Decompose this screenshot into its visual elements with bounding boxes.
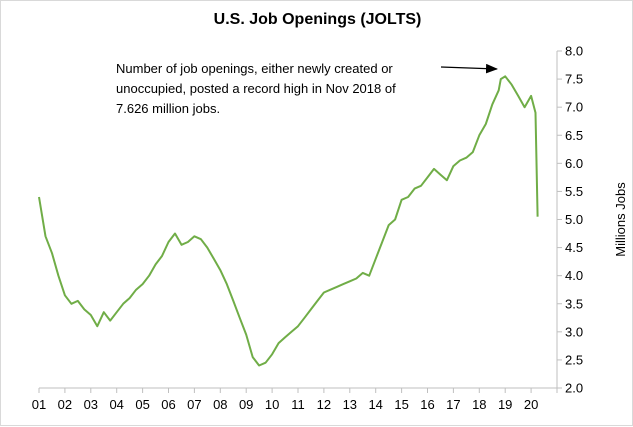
y-tick-label: 8.0	[565, 44, 583, 59]
x-tick-label: 06	[161, 397, 175, 412]
axes: 01 02 03 04 05 06 07 08 09 10 11 12 13 14 15 16 17 18 19 20…	[32, 44, 628, 413]
y-tick-label: 2.5	[565, 352, 583, 367]
annotation-text-line: Number of job openings, either newly cre…	[116, 61, 393, 76]
x-tick-label: 09	[239, 397, 253, 412]
y-tick-label: 5.0	[565, 212, 583, 227]
y-tick-label: 5.5	[565, 184, 583, 199]
x-tick-label: 14	[368, 397, 382, 412]
x-tick-label: 15	[394, 397, 408, 412]
annotation-text-line: 7.626 million jobs.	[116, 101, 220, 116]
y-tick-label: 2.0	[565, 381, 583, 396]
series-line	[39, 76, 538, 365]
y-tick-label: 3.5	[565, 296, 583, 311]
x-tick-label: 11	[291, 397, 305, 412]
x-tick-label: 12	[317, 397, 331, 412]
y-tick-label: 7.5	[565, 72, 583, 87]
x-tick-label: 17	[446, 397, 460, 412]
y-tick-label: 4.5	[565, 240, 583, 255]
x-tick-label: 20	[524, 397, 538, 412]
x-tick-label: 03	[84, 397, 98, 412]
x-tick-label: 04	[109, 397, 123, 412]
y-axis-title: Millions Jobs	[613, 182, 628, 257]
x-tick-label: 18	[472, 397, 486, 412]
x-tick-label: 08	[213, 397, 227, 412]
x-tick-label: 16	[420, 397, 434, 412]
x-tick-label: 19	[498, 397, 512, 412]
y-tick-label: 4.0	[565, 268, 583, 283]
x-tick-label: 05	[135, 397, 149, 412]
y-tick-label: 6.5	[565, 128, 583, 143]
x-tick-label: 01	[32, 397, 46, 412]
y-tick-label: 7.0	[565, 100, 583, 115]
x-tick-label: 13	[343, 397, 357, 412]
x-tick-label: 10	[265, 397, 279, 412]
x-tick-label: 07	[187, 397, 201, 412]
annotation-arrow	[441, 67, 497, 69]
x-tick-label: 02	[58, 397, 72, 412]
y-tick-label: 6.0	[565, 156, 583, 171]
annotation-text-line: unoccupied, posted a record high in Nov …	[116, 81, 396, 96]
plot-area	[39, 76, 538, 365]
annotation: Number of job openings, either newly cre…	[116, 61, 497, 116]
y-tick-label: 3.0	[565, 324, 583, 339]
